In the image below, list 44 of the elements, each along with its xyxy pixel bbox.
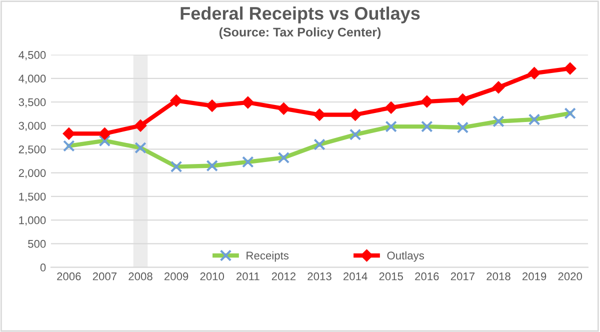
point [564, 62, 576, 74]
x-tick-label: 2006 [57, 272, 81, 280]
point [134, 120, 146, 132]
legend-label: Receipts [246, 251, 289, 262]
legend-label: Outlays [387, 251, 424, 262]
y-tick-label: 2,000 [18, 169, 46, 178]
x-tick-label: 2007 [92, 272, 116, 280]
chart-title: Federal Receipts vs Outlays [180, 6, 420, 24]
x-tick-label: 2013 [308, 272, 332, 280]
point [385, 102, 398, 114]
point [528, 67, 540, 80]
point [206, 100, 218, 112]
y-tick-label: 3,000 [18, 122, 46, 132]
point [349, 108, 362, 121]
y-tick-label: 3,500 [18, 98, 46, 108]
y-tick-label: 500 [28, 240, 46, 248]
x-tick-label: 2017 [450, 272, 474, 280]
point [170, 94, 182, 107]
x-tick-label: 2012 [272, 272, 296, 280]
x-tick-label: 2018 [486, 272, 510, 280]
point [314, 108, 326, 121]
x-tick-label: 2014 [344, 272, 368, 280]
x-tick-label: 2015 [379, 272, 403, 280]
y-tick-label: 2,500 [18, 145, 46, 155]
x-tick-label: 2019 [522, 272, 546, 280]
x-tick-label: 2010 [200, 272, 224, 280]
y-tick-label: 0 [40, 264, 46, 272]
y-tick-label: 1,000 [19, 216, 46, 226]
x-tick-label: 2020 [558, 272, 582, 280]
x-tick-label: 2011 [236, 272, 260, 280]
point [98, 128, 111, 140]
x-tick-label: 2008 [128, 272, 152, 280]
y-tick-label: 4,000 [18, 74, 46, 84]
y-tick-label: 4,500 [18, 51, 46, 60]
point [456, 94, 469, 106]
x-tick-label: 2009 [164, 272, 188, 280]
point [278, 102, 290, 115]
point [492, 81, 504, 94]
x-tick-label: 2016 [415, 272, 439, 280]
y-tick-label: 1,500 [19, 192, 46, 202]
chart-subtitle: (Source: Tax Policy Center) [219, 27, 381, 40]
point [420, 96, 433, 108]
point [62, 128, 75, 140]
point [242, 96, 254, 108]
